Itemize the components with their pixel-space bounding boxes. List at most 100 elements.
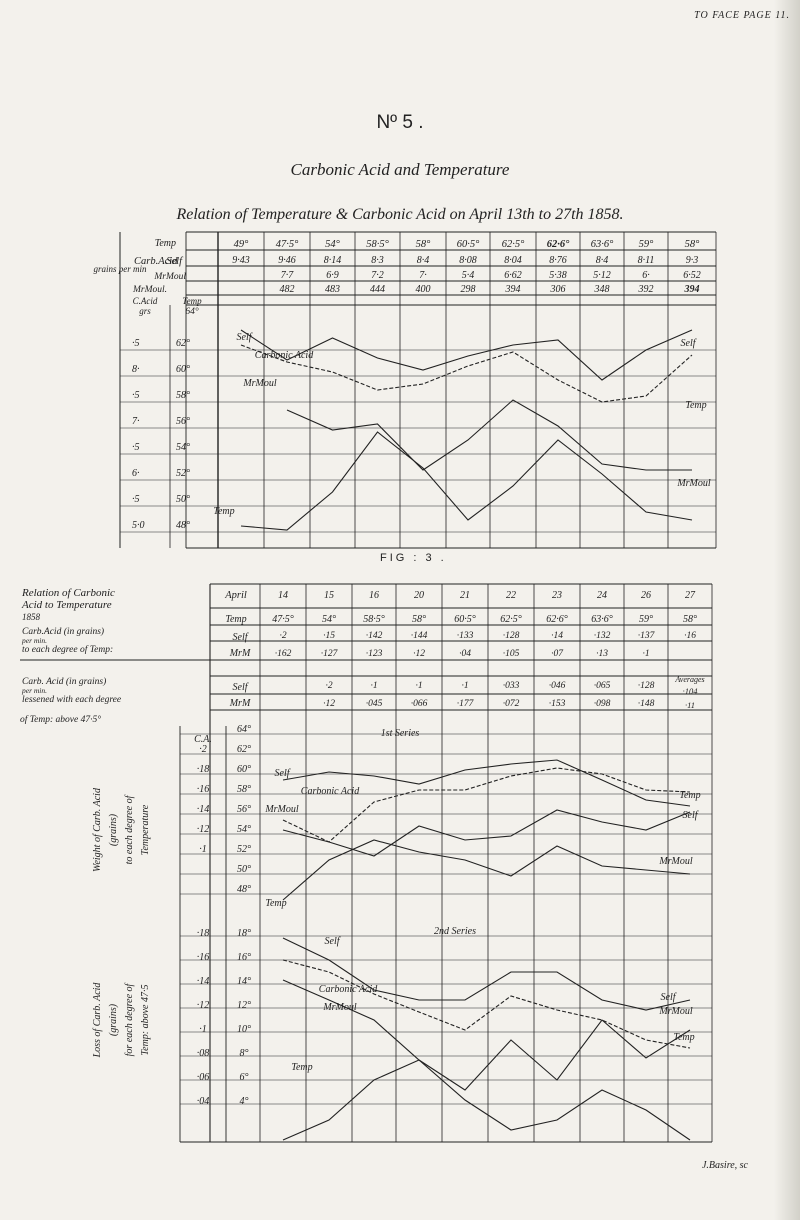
self-label-row2: Self (233, 682, 249, 693)
upper-label-carbonic: Carbonic Acid (301, 786, 360, 797)
figure-3-label: FIG : 3 . (380, 552, 447, 564)
lower-label-self: Self (325, 936, 341, 947)
axis-right-tick: 54° (176, 442, 190, 453)
row1-label-line: per min. (21, 636, 47, 645)
temp-value: 58° (685, 239, 701, 250)
row-label-moul-mean: MrMoul. (132, 285, 167, 295)
self-value: 9·43 (232, 255, 250, 266)
upper-ca-tick: ·1 (199, 844, 207, 855)
lower-label-moul-right: MrMoul (658, 1006, 693, 1017)
curve-temperature (240, 431, 693, 531)
lower-temp-tick: 14° (237, 976, 251, 987)
row2-self-value: ·1 (370, 681, 377, 691)
date-header: 24 (597, 590, 607, 601)
axis-right-tick: 50° (176, 494, 190, 505)
row-label-temp: Temp (155, 238, 176, 249)
lower-label-self-right: Self (661, 992, 677, 1003)
axis-right-tick: 62° (176, 338, 190, 349)
upper-ca-tick: ·18 (197, 764, 210, 775)
row1-self-value: ·14 (551, 631, 563, 641)
row1-self-value: ·128 (503, 631, 520, 641)
curve-label-carbonic: Carbonic Acid (255, 350, 314, 361)
average-self: ·104 (683, 686, 699, 696)
row1-self-value: ·132 (594, 631, 611, 641)
fig3-temp-value: 59° (639, 614, 653, 625)
axis-right-tick: 52° (176, 468, 190, 479)
row1-moul-value: ·07 (551, 649, 564, 659)
lower-ca-tick: ·06 (197, 1072, 210, 1083)
plate-number: Nº 5 . (376, 112, 424, 133)
upper-ca-tick: ·16 (197, 784, 210, 795)
upper-ca-tick: ·14 (197, 804, 210, 815)
upper-label-temp: Temp (265, 898, 286, 909)
upper-label-temp-right: Temp (679, 790, 700, 801)
upper-side-label: to each degree of (124, 794, 135, 864)
fig3-temp-value: 63·6° (591, 614, 613, 625)
row2-self-value: ·046 (549, 681, 566, 691)
moul-mean-value: 394 (505, 284, 521, 295)
self-value: 8·04 (504, 255, 522, 266)
row1-moul-value: ·13 (596, 649, 608, 659)
moul-value: 7· (419, 270, 427, 281)
self-value: 8·76 (549, 255, 567, 266)
figure-1-caption: Relation of Temperature & Carbonic Acid … (176, 206, 624, 223)
lower-temp-tick: 12° (237, 1000, 251, 1011)
date-header: 26 (641, 590, 651, 601)
self-value: 9·46 (278, 255, 296, 266)
fig3-title-line: 1858 (22, 612, 41, 622)
fig3-temp-value: 54° (322, 614, 336, 625)
upper-curve-self (282, 759, 691, 807)
upper-ca-tick: ·2 (199, 744, 207, 755)
row2-self-value: ·2 (325, 681, 332, 691)
page-reference-note: TO FACE PAGE 11. (694, 10, 790, 21)
lower-temp-tick: 18° (237, 928, 251, 939)
moul-mean-value: 298 (461, 284, 476, 295)
upper-label-moul: MrMoul (264, 804, 299, 815)
moul-value: 6· (642, 270, 650, 281)
temp-value: 60·5° (457, 239, 480, 250)
row2-label-line: Carb. Acid (in grains) (22, 676, 106, 687)
self-value: 8·4 (417, 255, 430, 266)
temp-value: 47·5° (276, 239, 299, 250)
plate-title: Carbonic Acid and Temperature (290, 160, 510, 179)
axis-top-temp: 64° (185, 306, 199, 317)
self-value: 8·11 (638, 255, 655, 266)
fig3-temp-value: 58° (412, 614, 426, 625)
lower-curve-self (282, 937, 691, 1011)
upper-label-self-right: Self (683, 810, 699, 821)
lower-curve-carbonic (282, 959, 691, 1049)
row2-self-value: ·1 (415, 681, 422, 691)
self-value: 9·3 (686, 255, 699, 266)
lower-side-label: for each degree of (124, 982, 135, 1056)
average-moul: ·11 (685, 700, 695, 710)
lower-ca-tick: ·04 (197, 1096, 210, 1107)
row2-moul-value: ·153 (549, 699, 566, 709)
self-label-row1: Self (233, 632, 249, 643)
lower-side-label: Loss of Carb. Acid (92, 982, 103, 1059)
upper-temp-tick: 56° (237, 804, 251, 815)
temp-value: 62·6° (547, 239, 570, 250)
date-header: 15 (324, 590, 334, 601)
row1-self-value: ·16 (684, 631, 696, 641)
temp-value: 62·5° (502, 239, 525, 250)
upper-label-self: Self (275, 768, 291, 779)
curve-carbonic-acid (240, 344, 693, 403)
lower-label-carbonic: Carbonic Acid (319, 984, 378, 995)
moul-mean-value: 400 (416, 284, 431, 295)
row2-moul-value: ·12 (323, 699, 335, 709)
moul-value: 7·2 (371, 270, 384, 281)
lower-curve-temp (282, 1059, 691, 1141)
row2-self-value: ·065 (594, 681, 611, 691)
axis-left-tick: ·5 (132, 442, 140, 453)
axis-title-temp: Temp (182, 296, 202, 306)
upper-temp-tick: 60° (237, 764, 251, 775)
axis-left-tick: ·5 (132, 338, 140, 349)
axis-left-tick: 7· (132, 416, 140, 427)
page-edge-shadow (774, 0, 800, 1220)
row2-self-value: ·128 (638, 681, 655, 691)
lower-ca-tick: ·14 (197, 976, 210, 987)
date-header: 14 (278, 590, 288, 601)
moul-mean-value: 394 (684, 284, 700, 295)
axis-right-tick: 48° (176, 520, 190, 531)
row-label-self: Self (166, 256, 184, 267)
